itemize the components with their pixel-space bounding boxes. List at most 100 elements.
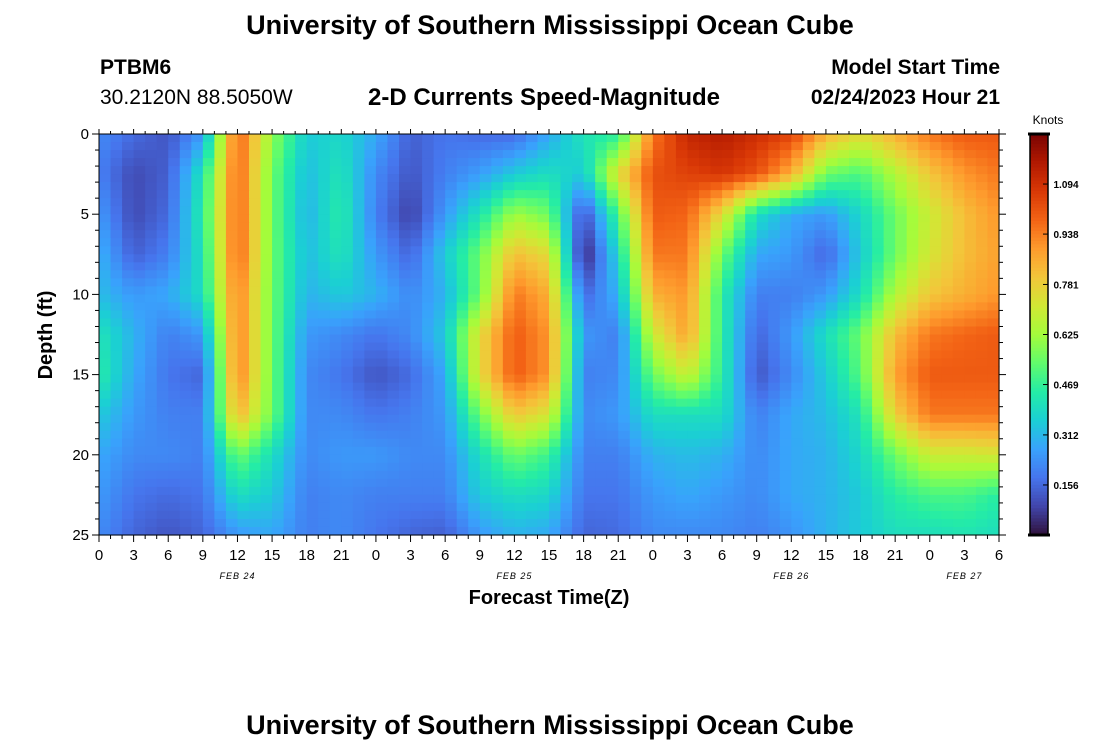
heatmap-cell — [952, 438, 965, 448]
heatmap-cell — [306, 398, 319, 408]
heatmap-cell — [687, 446, 700, 456]
heatmap-cell — [906, 462, 919, 472]
heatmap-cell — [779, 486, 792, 496]
heatmap-cell — [364, 158, 377, 167]
heatmap-cell — [433, 430, 446, 440]
heatmap-cell — [306, 230, 319, 239]
heatmap-cell — [699, 270, 712, 279]
heatmap-cell — [214, 318, 227, 328]
heatmap-cell — [929, 334, 942, 344]
heatmap-cell — [802, 222, 815, 231]
heatmap-cell — [202, 238, 215, 247]
heatmap-cell — [560, 326, 573, 336]
heatmap-cell — [641, 342, 654, 352]
heatmap-cell — [895, 510, 908, 520]
heatmap-cell — [814, 446, 827, 456]
heatmap-cell — [779, 174, 792, 183]
heatmap-cell — [687, 430, 700, 440]
heatmap-cell — [606, 246, 619, 255]
heatmap-cell — [941, 510, 954, 520]
heatmap-cell — [168, 198, 181, 207]
heatmap-cell — [975, 358, 989, 368]
heatmap-cell — [675, 150, 689, 159]
heatmap-cell — [710, 230, 723, 239]
heatmap-cell — [537, 230, 550, 239]
heatmap-cell — [802, 150, 815, 159]
heatmap-cell — [225, 438, 239, 448]
heatmap-cell — [987, 254, 1000, 263]
heatmap-cell — [675, 526, 689, 536]
heatmap-cell — [329, 326, 342, 336]
heatmap-cell — [595, 238, 608, 247]
heatmap-cell — [225, 310, 239, 320]
heatmap-cell — [249, 438, 262, 448]
heatmap-cell — [99, 134, 112, 143]
heatmap-cell — [583, 166, 596, 175]
heatmap-cell — [975, 510, 989, 520]
heatmap-cell — [468, 414, 481, 424]
heatmap-cell — [456, 286, 469, 295]
heatmap-cell — [641, 438, 654, 448]
heatmap-cell — [295, 382, 308, 392]
heatmap-cell — [122, 286, 135, 295]
heatmap-cell — [814, 198, 827, 207]
heatmap-cell — [249, 366, 262, 376]
heatmap-cell — [802, 366, 815, 376]
heatmap-cell — [387, 334, 400, 344]
heatmap-cell — [687, 174, 700, 183]
heatmap-cell — [883, 486, 896, 496]
heatmap-cell — [318, 206, 331, 215]
heatmap-cell — [606, 430, 619, 440]
heatmap-cell — [814, 142, 827, 151]
heatmap-cell — [987, 486, 1000, 496]
heatmap-cell — [318, 302, 331, 312]
heatmap-cell — [468, 494, 481, 504]
heatmap-cell — [352, 502, 365, 512]
heatmap-cell — [249, 334, 262, 344]
heatmap-cell — [225, 350, 239, 360]
heatmap-cell — [399, 166, 412, 175]
heatmap-cell — [987, 190, 1000, 199]
heatmap-cell — [675, 478, 689, 488]
heatmap-cell — [872, 486, 885, 496]
heatmap-cell — [445, 174, 458, 183]
heatmap-cell — [191, 286, 204, 295]
heatmap-cell — [710, 478, 723, 488]
colorbar-segment — [1030, 471, 1048, 476]
heatmap-cell — [895, 174, 908, 183]
heatmap-cell — [110, 494, 123, 504]
heatmap-cell — [964, 294, 977, 304]
heatmap-cell — [675, 238, 689, 247]
heatmap-cell — [860, 326, 873, 336]
heatmap-cell — [329, 198, 342, 207]
heatmap-cell — [283, 526, 296, 536]
heatmap-cell — [952, 342, 965, 352]
heatmap-cell — [168, 230, 181, 239]
heatmap-cell — [514, 478, 527, 488]
heatmap-cell — [502, 382, 515, 392]
heatmap-cell — [629, 302, 642, 312]
heatmap-cell — [595, 414, 608, 424]
heatmap-cell — [641, 430, 654, 440]
heatmap-cell — [399, 454, 412, 464]
heatmap-cell — [652, 166, 665, 175]
heatmap-cell — [918, 230, 931, 239]
x-tick-label: 0 — [649, 547, 657, 564]
heatmap-cell — [618, 374, 631, 384]
heatmap-cell — [491, 350, 504, 360]
heatmap-cell — [410, 446, 423, 456]
heatmap-cell — [595, 462, 608, 472]
heatmap-cell — [722, 150, 735, 159]
heatmap-cell — [375, 470, 389, 480]
heatmap-cell — [872, 526, 885, 536]
heatmap-cell — [629, 174, 642, 183]
heatmap-cell — [491, 270, 504, 279]
heatmap-cell — [168, 318, 181, 328]
heatmap-cell — [906, 286, 919, 295]
heatmap-cell — [433, 414, 446, 424]
heatmap-cell — [872, 166, 885, 175]
heatmap-cell — [502, 446, 515, 456]
heatmap-cell — [675, 286, 689, 295]
heatmap-cell — [722, 254, 735, 263]
heatmap-cell — [422, 438, 435, 448]
